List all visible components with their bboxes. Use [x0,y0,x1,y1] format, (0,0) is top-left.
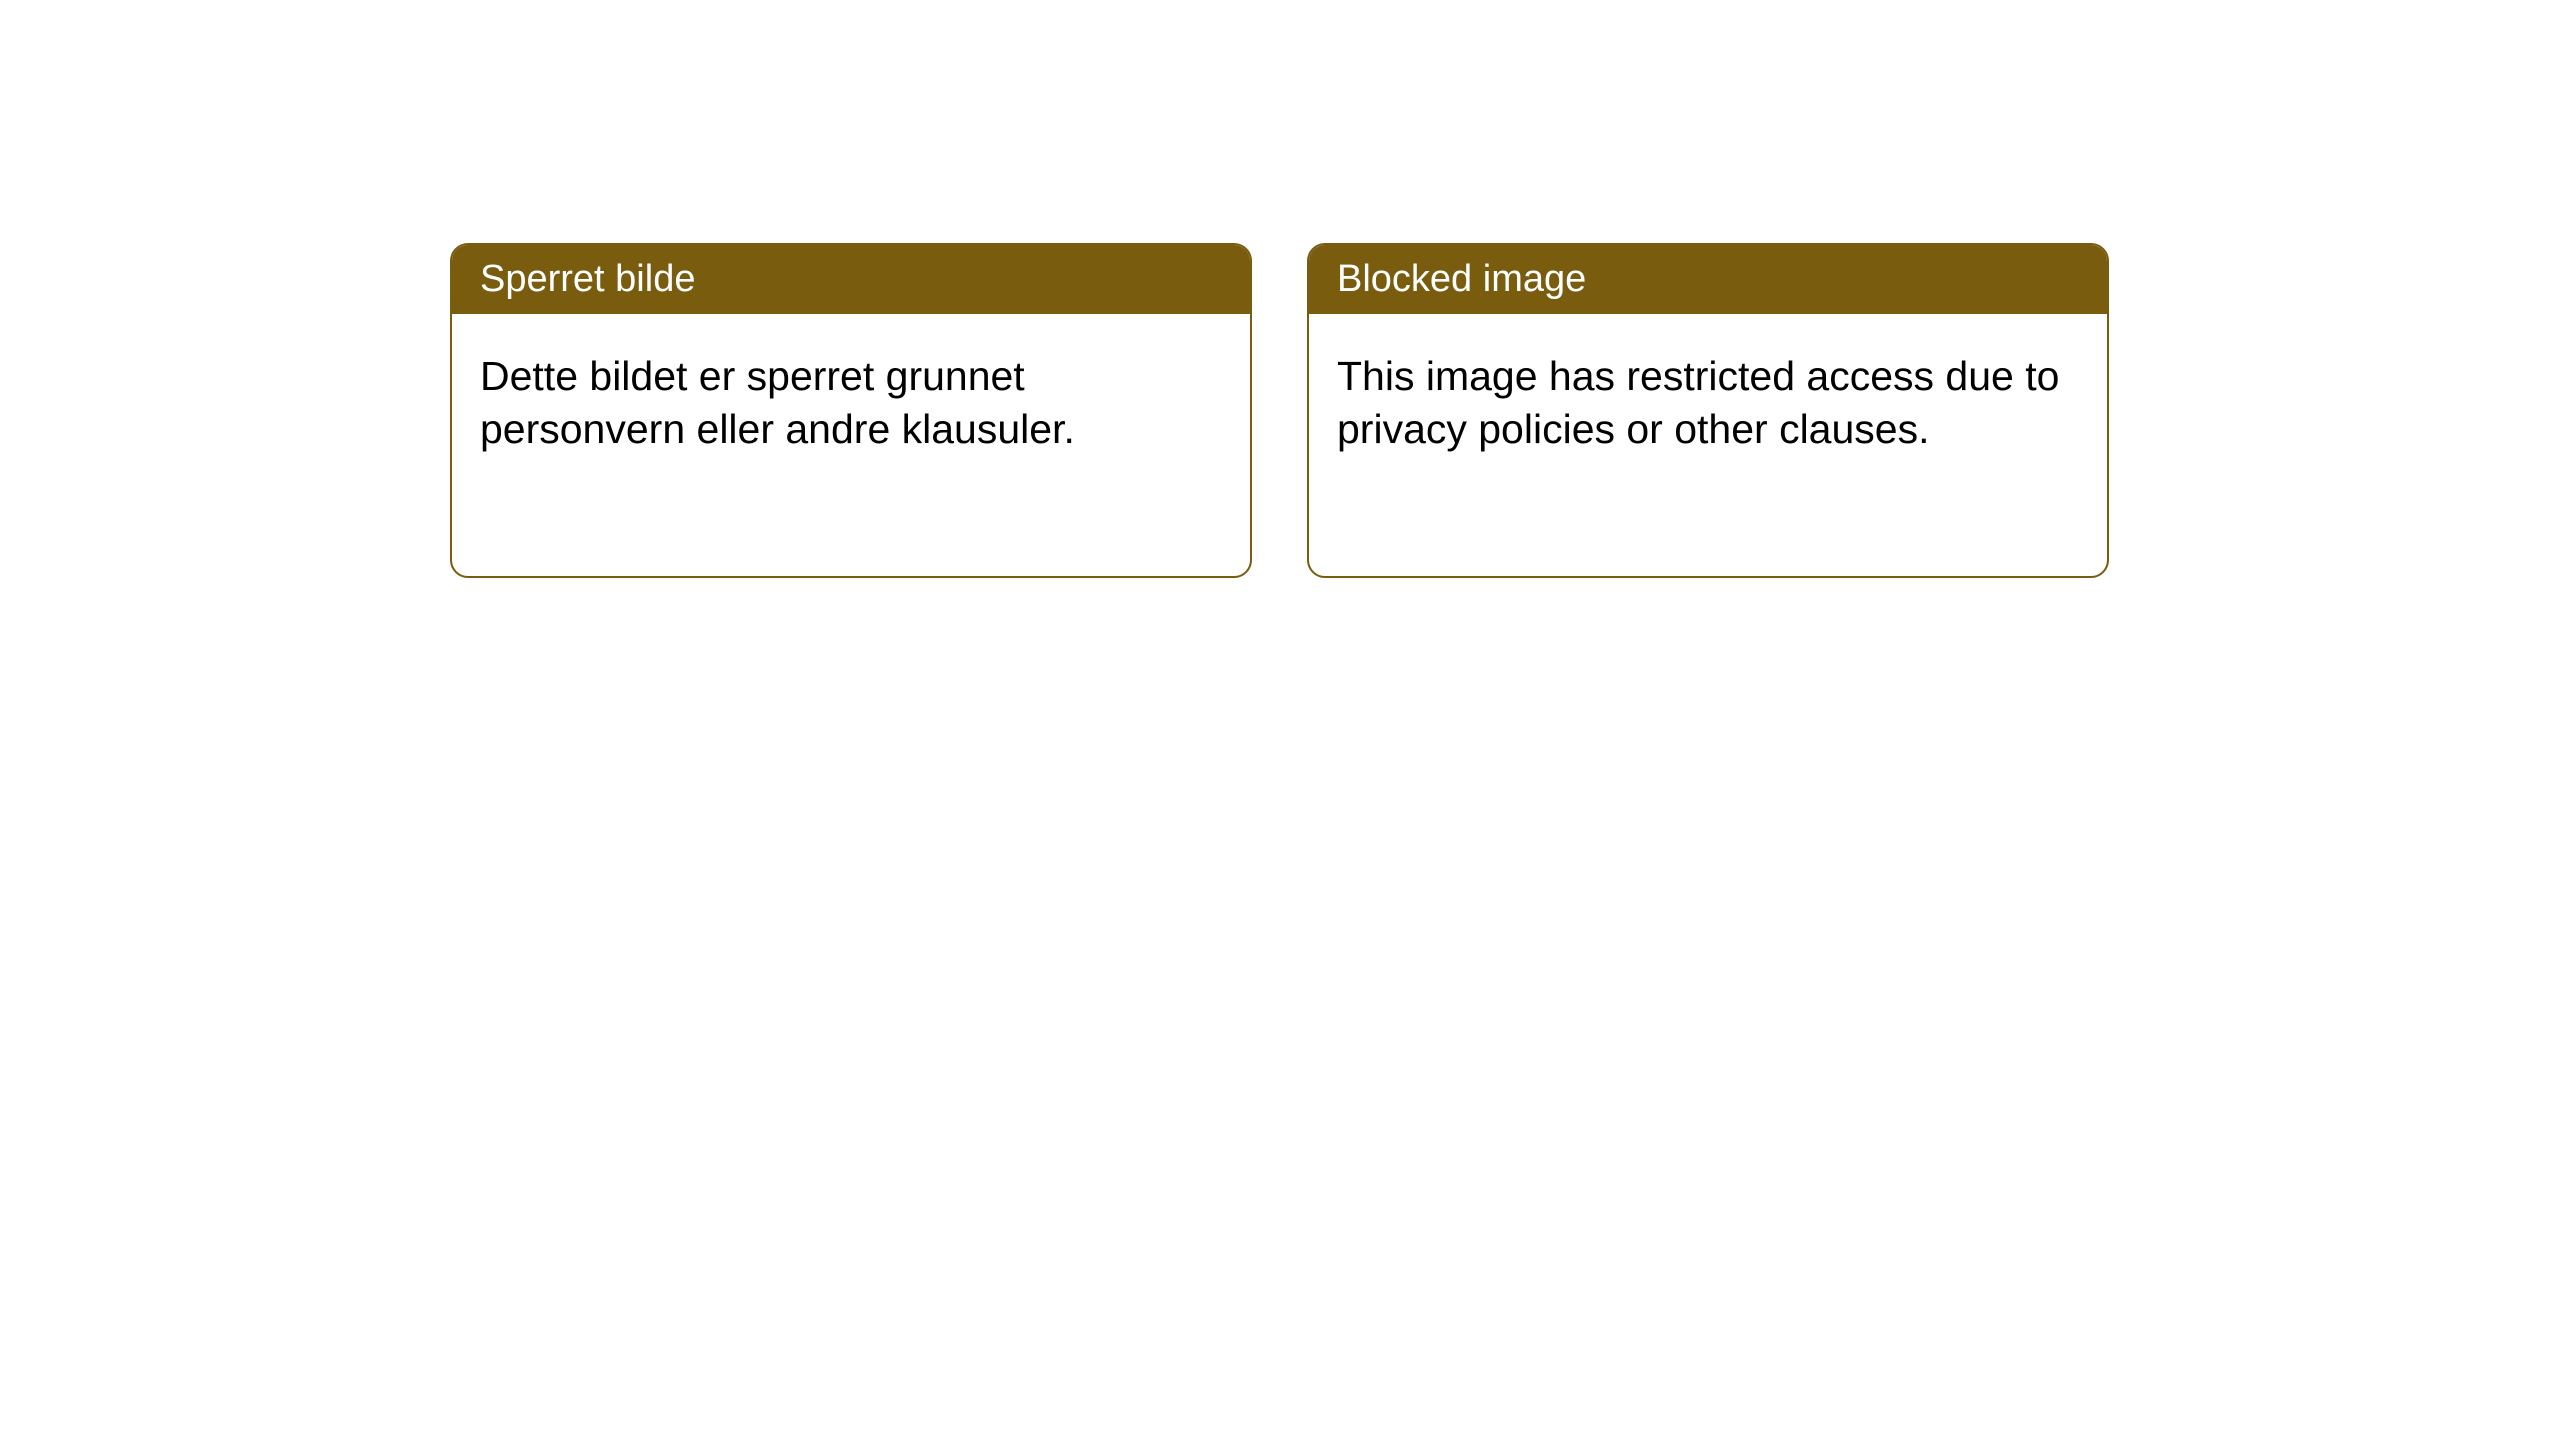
notice-title: Blocked image [1309,245,2107,314]
notice-title: Sperret bilde [452,245,1250,314]
notice-container: Sperret bilde Dette bildet er sperret gr… [450,243,2109,578]
notice-card-english: Blocked image This image has restricted … [1307,243,2109,578]
notice-body: Dette bildet er sperret grunnet personve… [452,314,1250,491]
notice-card-norwegian: Sperret bilde Dette bildet er sperret gr… [450,243,1252,578]
notice-body: This image has restricted access due to … [1309,314,2107,491]
